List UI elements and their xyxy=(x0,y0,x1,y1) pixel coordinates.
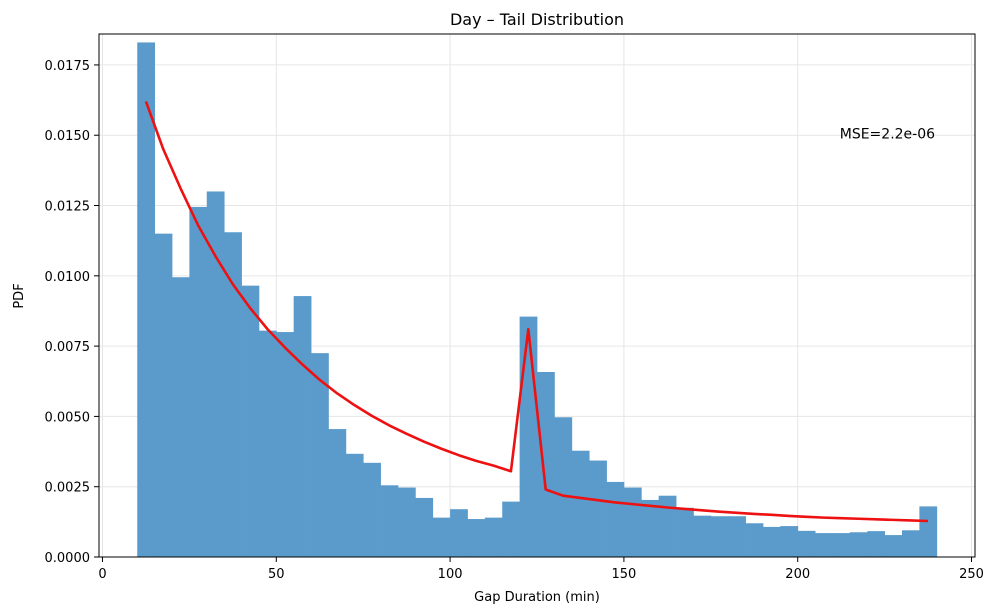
histogram-bar xyxy=(380,485,399,557)
chart-title: Day – Tail Distribution xyxy=(450,10,624,29)
x-tick-label: 150 xyxy=(611,567,636,582)
histogram-bar xyxy=(519,316,538,557)
histogram-bar xyxy=(762,526,781,557)
y-tick-label: 0.0025 xyxy=(45,481,91,496)
histogram-bar xyxy=(345,453,364,557)
histogram-bar xyxy=(432,517,451,557)
histogram-bar xyxy=(641,499,660,557)
histogram-bar xyxy=(815,533,833,557)
histogram-bar xyxy=(206,191,225,557)
x-axis-label: Gap Duration (min) xyxy=(474,590,600,605)
histogram-bar xyxy=(415,497,434,557)
y-tick-label: 0.0175 xyxy=(45,59,91,74)
histogram-bar xyxy=(832,533,851,557)
x-tick-label: 200 xyxy=(785,567,810,582)
y-tick-label: 0.0125 xyxy=(45,200,91,215)
histogram-bar xyxy=(554,417,573,557)
histogram-bar xyxy=(397,487,416,557)
histogram-bar xyxy=(589,460,607,557)
x-tick-label: 50 xyxy=(268,567,285,582)
histogram-bar xyxy=(606,481,625,557)
histogram-bar xyxy=(450,509,468,557)
histogram-bar xyxy=(154,233,173,558)
histogram-bar xyxy=(571,450,590,557)
histogram-bar xyxy=(224,232,242,557)
y-axis-ticks: 0.0000 0.0025 0.0050 0.0075 0.0100 0.0125 0.01… xyxy=(45,59,99,566)
histogram-bar xyxy=(797,530,816,557)
x-tick-label: 100 xyxy=(438,567,463,582)
histogram-bar xyxy=(502,501,521,557)
histogram-bars xyxy=(137,42,938,558)
histogram-bar xyxy=(676,507,694,557)
x-tick-label: 250 xyxy=(959,567,984,582)
y-tick-label: 0.0075 xyxy=(45,340,91,355)
histogram-bar xyxy=(710,516,729,557)
x-tick-label: 0 xyxy=(98,567,106,582)
histogram-bar xyxy=(484,517,503,557)
y-axis-label: PDF xyxy=(12,283,27,308)
histogram-bar xyxy=(311,353,329,557)
histogram-bar xyxy=(537,371,555,557)
histogram-bar xyxy=(258,330,277,557)
histogram-bar xyxy=(884,535,903,557)
y-tick-label: 0.0100 xyxy=(45,270,91,285)
histogram-bar xyxy=(241,285,260,557)
histogram-bar xyxy=(293,296,312,557)
plot-frame xyxy=(98,33,976,558)
histogram-bar xyxy=(623,487,642,557)
fit-curve xyxy=(144,101,929,523)
histogram-bar xyxy=(328,429,347,557)
histogram-bar xyxy=(902,530,920,557)
histogram-bar xyxy=(919,506,938,557)
histogram-bar xyxy=(172,277,190,557)
histogram-bar xyxy=(658,495,677,557)
x-axis-ticks: 0 50 100 150 200 250 xyxy=(98,557,984,582)
histogram-bar xyxy=(693,515,712,557)
histogram-bar xyxy=(363,462,381,557)
histogram-bar xyxy=(137,42,156,557)
y-tick-label: 0.0050 xyxy=(45,410,91,425)
histogram-bar xyxy=(780,526,799,557)
mse-annotation: MSE=2.2e-06 xyxy=(840,127,935,143)
histogram-bar xyxy=(189,206,208,557)
histogram-bar xyxy=(728,516,746,557)
y-tick-label: 0.0150 xyxy=(45,129,91,144)
histogram-bar xyxy=(867,531,886,557)
histogram-bar xyxy=(276,332,295,557)
histogram-bar xyxy=(467,519,486,557)
y-tick-label: 0.0000 xyxy=(45,551,91,566)
histogram-bar xyxy=(849,532,868,557)
grid-lines xyxy=(99,34,975,558)
histogram-bar xyxy=(745,523,764,557)
